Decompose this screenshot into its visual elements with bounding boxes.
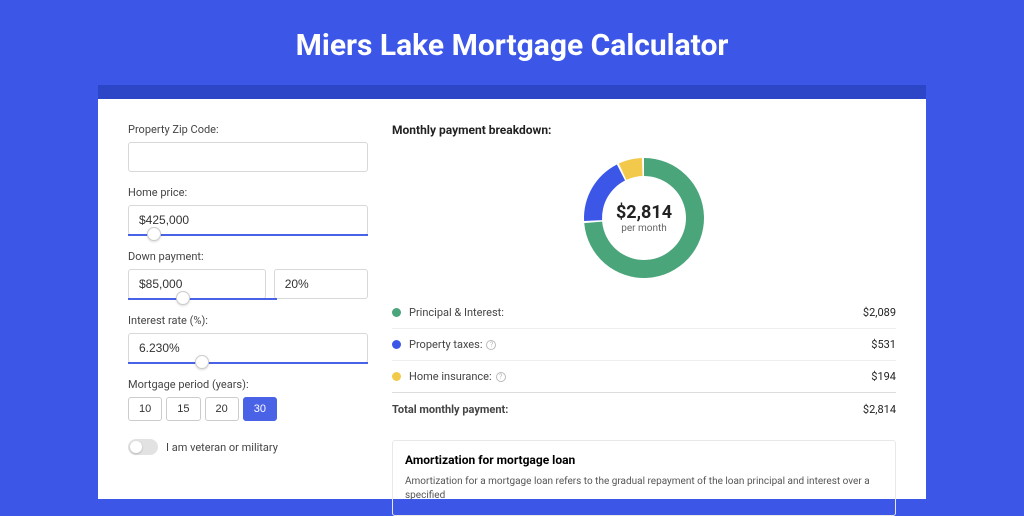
zip-field-group: Property Zip Code: bbox=[128, 123, 368, 172]
page-title: Miers Lake Mortgage Calculator bbox=[0, 0, 1024, 85]
period-btn-20[interactable]: 20 bbox=[205, 397, 239, 421]
home-price-slider[interactable] bbox=[128, 234, 368, 236]
breakdown-column: Monthly payment breakdown: $2,814 per mo… bbox=[392, 123, 896, 475]
legend-dot bbox=[392, 372, 401, 381]
form-column: Property Zip Code: Home price: Down paym… bbox=[128, 123, 368, 475]
amortization-text: Amortization for a mortgage loan refers … bbox=[405, 475, 883, 503]
total-row: Total monthly payment: $2,814 bbox=[392, 392, 896, 430]
donut-area: $2,814 per month bbox=[392, 147, 896, 297]
legend-label: Home insurance:? bbox=[409, 370, 871, 383]
amortization-card: Amortization for mortgage loan Amortizat… bbox=[392, 440, 896, 516]
interest-group: Interest rate (%): bbox=[128, 314, 368, 364]
breakdown-legend: Principal & Interest:$2,089Property taxe… bbox=[392, 297, 896, 392]
period-btn-10[interactable]: 10 bbox=[128, 397, 162, 421]
period-group: Mortgage period (years): 10152030 bbox=[128, 378, 368, 421]
legend-dot bbox=[392, 308, 401, 317]
legend-value: $531 bbox=[871, 338, 896, 351]
total-value: $2,814 bbox=[863, 403, 896, 416]
period-label: Mortgage period (years): bbox=[128, 378, 368, 391]
interest-slider-thumb[interactable] bbox=[195, 355, 209, 369]
period-btn-15[interactable]: 15 bbox=[166, 397, 200, 421]
interest-input[interactable] bbox=[128, 333, 368, 363]
veteran-row: I am veteran or military bbox=[128, 439, 368, 455]
total-label: Total monthly payment: bbox=[392, 403, 863, 416]
veteran-toggle[interactable] bbox=[128, 439, 158, 455]
legend-row: Principal & Interest:$2,089 bbox=[392, 297, 896, 329]
down-payment-label: Down payment: bbox=[128, 250, 368, 263]
legend-row: Property taxes:?$531 bbox=[392, 329, 896, 361]
calculator-card: Property Zip Code: Home price: Down paym… bbox=[98, 99, 926, 499]
down-payment-group: Down payment: bbox=[128, 250, 368, 300]
interest-label: Interest rate (%): bbox=[128, 314, 368, 327]
amortization-title: Amortization for mortgage loan bbox=[405, 453, 883, 467]
header-strip bbox=[98, 85, 926, 99]
home-price-slider-thumb[interactable] bbox=[147, 227, 161, 241]
down-payment-pct-input[interactable] bbox=[274, 269, 368, 299]
veteran-toggle-knob bbox=[130, 441, 142, 453]
down-payment-input[interactable] bbox=[128, 269, 266, 299]
legend-value: $194 bbox=[871, 370, 896, 383]
legend-value: $2,089 bbox=[863, 306, 896, 319]
breakdown-header: Monthly payment breakdown: bbox=[392, 123, 896, 137]
home-price-label: Home price: bbox=[128, 186, 368, 199]
donut-chart: $2,814 per month bbox=[579, 153, 709, 283]
donut-value: $2,814 bbox=[616, 202, 672, 223]
legend-row: Home insurance:?$194 bbox=[392, 361, 896, 392]
home-price-input[interactable] bbox=[128, 205, 368, 235]
info-icon[interactable]: ? bbox=[496, 372, 506, 382]
period-buttons: 10152030 bbox=[128, 397, 368, 421]
down-payment-slider-thumb[interactable] bbox=[176, 291, 190, 305]
legend-label: Principal & Interest: bbox=[409, 306, 863, 319]
zip-label: Property Zip Code: bbox=[128, 123, 368, 136]
legend-label: Property taxes:? bbox=[409, 338, 871, 351]
interest-slider[interactable] bbox=[128, 362, 368, 364]
info-icon[interactable]: ? bbox=[486, 340, 496, 350]
home-price-group: Home price: bbox=[128, 186, 368, 236]
period-btn-30[interactable]: 30 bbox=[243, 397, 277, 421]
zip-input[interactable] bbox=[128, 142, 368, 172]
down-payment-slider[interactable] bbox=[128, 298, 277, 300]
donut-center: $2,814 per month bbox=[616, 202, 672, 234]
veteran-label: I am veteran or military bbox=[166, 441, 278, 454]
donut-sub: per month bbox=[616, 223, 672, 234]
legend-dot bbox=[392, 340, 401, 349]
